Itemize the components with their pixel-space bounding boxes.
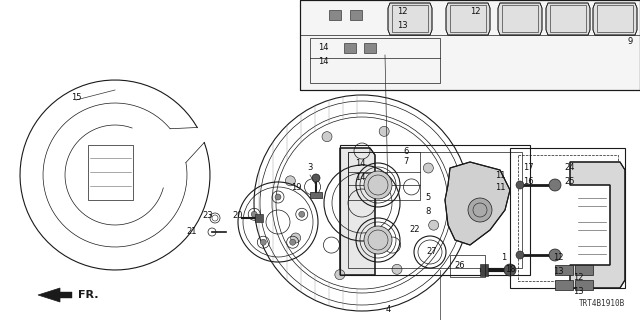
Polygon shape bbox=[445, 162, 510, 245]
Bar bbox=[450, 255, 485, 277]
Bar bbox=[510, 148, 625, 288]
Bar bbox=[310, 192, 322, 198]
Circle shape bbox=[370, 232, 386, 248]
Text: 26: 26 bbox=[454, 261, 465, 270]
Text: 8: 8 bbox=[426, 207, 431, 217]
Bar bbox=[575, 280, 593, 290]
Text: 13: 13 bbox=[553, 268, 563, 276]
Bar bbox=[364, 43, 376, 53]
Text: 1: 1 bbox=[501, 252, 507, 261]
Bar bbox=[255, 214, 263, 222]
Circle shape bbox=[392, 264, 402, 274]
Bar bbox=[480, 264, 488, 276]
Text: 11: 11 bbox=[495, 171, 505, 180]
Bar bbox=[310, 38, 440, 83]
Text: 14: 14 bbox=[317, 58, 328, 67]
Circle shape bbox=[299, 211, 305, 217]
Circle shape bbox=[252, 211, 257, 217]
Circle shape bbox=[516, 251, 524, 259]
Circle shape bbox=[549, 249, 561, 261]
Text: 14: 14 bbox=[317, 44, 328, 52]
Circle shape bbox=[275, 194, 281, 200]
Text: 3: 3 bbox=[307, 164, 313, 172]
Text: 27: 27 bbox=[427, 247, 437, 257]
Circle shape bbox=[364, 171, 392, 199]
Bar bbox=[88, 145, 133, 200]
Text: 21: 21 bbox=[187, 228, 197, 236]
Polygon shape bbox=[546, 3, 590, 35]
Text: 23: 23 bbox=[203, 211, 213, 220]
Text: 12: 12 bbox=[553, 253, 563, 262]
Circle shape bbox=[516, 181, 524, 189]
Text: 6: 6 bbox=[403, 148, 409, 156]
Circle shape bbox=[379, 126, 389, 136]
Circle shape bbox=[504, 264, 516, 276]
Text: 16: 16 bbox=[523, 178, 533, 187]
Text: TRT4B1910B: TRT4B1910B bbox=[579, 299, 625, 308]
Circle shape bbox=[468, 198, 492, 222]
Polygon shape bbox=[570, 162, 625, 288]
Circle shape bbox=[312, 174, 320, 182]
Text: 4: 4 bbox=[385, 306, 390, 315]
Text: FR.: FR. bbox=[78, 290, 99, 300]
Text: 17: 17 bbox=[523, 164, 533, 172]
Bar bbox=[575, 265, 593, 275]
Text: 22: 22 bbox=[410, 226, 420, 235]
Bar bbox=[555, 265, 573, 275]
Circle shape bbox=[322, 132, 332, 142]
Circle shape bbox=[291, 233, 301, 243]
Text: 15: 15 bbox=[71, 92, 81, 101]
Bar bbox=[329, 10, 341, 20]
Text: 9: 9 bbox=[627, 37, 632, 46]
Text: 11: 11 bbox=[495, 183, 505, 193]
Text: 14: 14 bbox=[355, 159, 365, 169]
Text: 12: 12 bbox=[470, 7, 480, 17]
Polygon shape bbox=[498, 3, 542, 35]
Bar bbox=[350, 10, 362, 20]
Polygon shape bbox=[593, 3, 637, 35]
Text: 13: 13 bbox=[573, 287, 583, 297]
Text: 13: 13 bbox=[397, 20, 407, 29]
Polygon shape bbox=[38, 288, 60, 302]
Text: 14: 14 bbox=[355, 173, 365, 182]
Polygon shape bbox=[388, 3, 432, 35]
Text: 20: 20 bbox=[233, 211, 243, 220]
Bar bbox=[555, 280, 573, 290]
Text: 24: 24 bbox=[564, 164, 575, 172]
Bar bbox=[60, 292, 72, 298]
Circle shape bbox=[370, 177, 386, 193]
Polygon shape bbox=[300, 0, 640, 90]
Text: 18: 18 bbox=[505, 266, 515, 275]
Circle shape bbox=[260, 239, 266, 245]
Circle shape bbox=[285, 176, 295, 186]
Text: 5: 5 bbox=[426, 194, 431, 203]
Text: 25: 25 bbox=[564, 178, 575, 187]
Circle shape bbox=[549, 179, 561, 191]
Text: 19: 19 bbox=[291, 183, 301, 193]
Bar bbox=[518, 155, 618, 281]
Circle shape bbox=[335, 270, 345, 280]
Text: 7: 7 bbox=[403, 157, 409, 166]
Circle shape bbox=[423, 163, 433, 173]
Circle shape bbox=[290, 239, 296, 245]
Bar bbox=[344, 43, 356, 53]
Polygon shape bbox=[446, 3, 490, 35]
Polygon shape bbox=[340, 148, 375, 275]
Circle shape bbox=[429, 220, 438, 230]
Circle shape bbox=[364, 226, 392, 254]
Text: 12: 12 bbox=[397, 7, 407, 17]
Text: 12: 12 bbox=[573, 274, 583, 283]
